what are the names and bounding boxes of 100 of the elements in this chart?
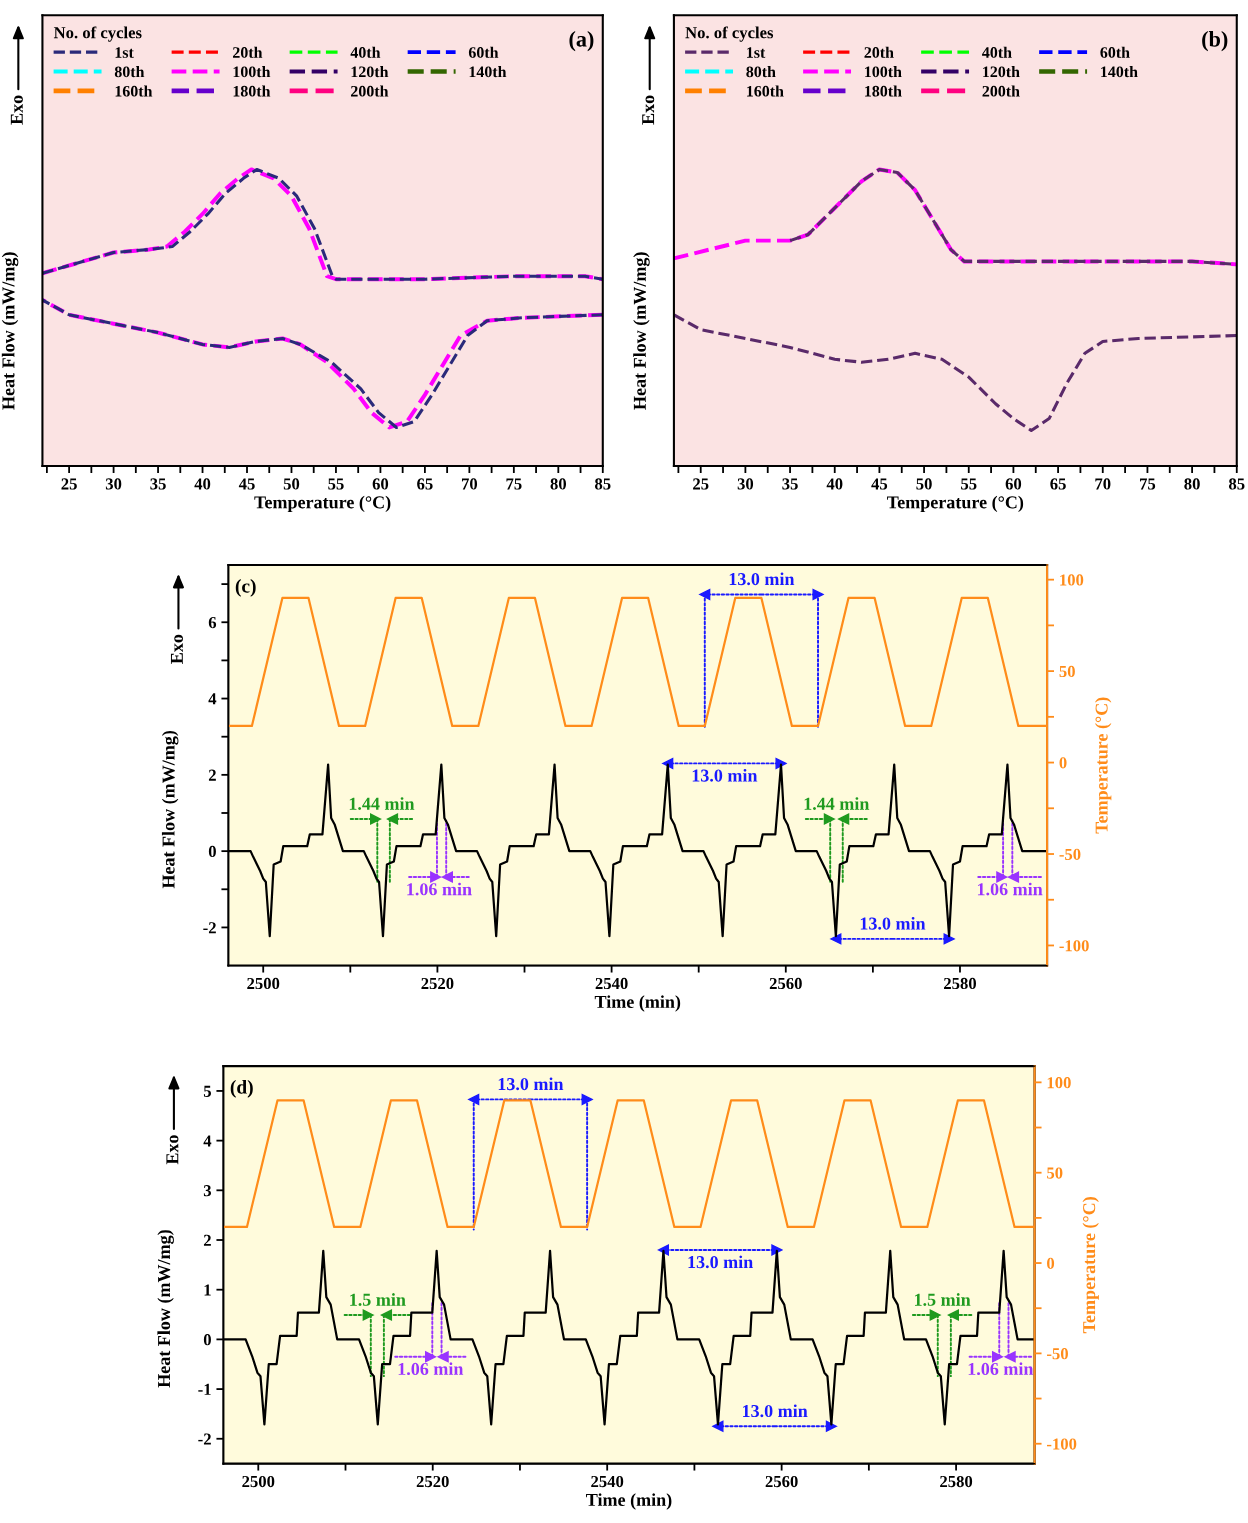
x-tick-label: 80 [550, 478, 567, 490]
annotation: (c) [235, 579, 256, 597]
x-tick-label: 40 [826, 478, 843, 490]
y2-tick-label: -100 [1059, 940, 1089, 952]
x-tick-label: 2500 [242, 1475, 275, 1488]
y-tick-label: 4 [203, 1135, 212, 1147]
series-label: 13.0 min [729, 572, 795, 586]
legend-label: 160th [115, 85, 153, 97]
legend-label: 80th [114, 66, 145, 78]
point [437, 1351, 449, 1363]
x-tick-label: 70 [1095, 478, 1111, 490]
y2-tick-label: 50 [1059, 665, 1075, 678]
point [387, 813, 399, 825]
legend-label: 60th [1100, 46, 1130, 58]
x-tick-label: 30 [105, 478, 122, 490]
legend-title: No. of cycles [685, 26, 774, 42]
series-label: 1.5 min [350, 1293, 406, 1306]
point [370, 813, 382, 825]
y-tick-label: -2 [198, 1433, 211, 1445]
point [825, 1420, 837, 1432]
x-tick-label: 80 [1184, 478, 1200, 490]
x-tick-label: 35 [782, 478, 798, 490]
point [947, 1309, 960, 1321]
x-axis-title: Time (min) [586, 1493, 672, 1510]
x-tick-label: 2500 [247, 977, 280, 990]
x-tick-label: 25 [61, 478, 77, 490]
y2-tick-label: 0 [1059, 757, 1067, 769]
legend-label: 160th [747, 85, 784, 97]
x-tick-label: 25 [693, 478, 709, 490]
x-axis-title: Time (min) [594, 995, 681, 1012]
point [362, 1309, 374, 1321]
x-tick-label: 2580 [940, 1475, 973, 1488]
legend-label: 40th [350, 46, 381, 58]
legend-label: 60th [468, 46, 499, 58]
legend-label: 180th [865, 85, 902, 97]
text: Exo [10, 95, 23, 125]
legend-label: 180th [233, 85, 271, 97]
x-tick-label: 60 [372, 478, 389, 490]
point [996, 871, 1008, 883]
y2-tick-label: 100 [1060, 574, 1084, 586]
y-tick-label: 0 [203, 1334, 211, 1346]
y-axis-title: Heat Flow (mW/mg) [161, 730, 179, 889]
point [712, 1420, 724, 1432]
y2-tick-label: 0 [1047, 1257, 1055, 1269]
series-label: 1.5 min [914, 1293, 971, 1306]
legend-label: 200th [351, 85, 389, 97]
x-tick-label: 2580 [944, 977, 977, 990]
series-label: 13.0 min [692, 768, 758, 782]
legend-label: 200th [982, 85, 1020, 97]
series-label: 13.0 min [498, 1077, 564, 1091]
series-label: 13.0 min [743, 1404, 808, 1418]
point [430, 871, 442, 883]
legend-label: 140th [1101, 66, 1138, 78]
y-tick-label: -2 [203, 922, 216, 934]
point [771, 1244, 783, 1256]
y2-tick-label: -100 [1047, 1438, 1077, 1450]
x-tick-label: 50 [283, 478, 300, 490]
x-tick-label: 2540 [595, 977, 628, 990]
legend-label: 100th [865, 66, 902, 78]
x-tick-label: 75 [506, 478, 522, 490]
y-axis-title: Heat Flow (mW/mg) [1, 252, 19, 410]
y-tick-label: 1 [204, 1284, 211, 1296]
legend-label: 1st [115, 47, 134, 58]
y2-tick-label: -50 [1059, 848, 1081, 860]
legend-title: No. of cycles [53, 26, 142, 42]
point [468, 1093, 480, 1105]
y2-tick-label: 100 [1047, 1077, 1071, 1089]
y-tick-label: 3 [203, 1185, 212, 1197]
x-tick-label: 2520 [416, 1475, 449, 1488]
x-tick-label: 70 [461, 478, 478, 490]
legend-label: 40th [982, 46, 1012, 58]
y-tick-label: 2 [203, 1234, 211, 1246]
point [441, 871, 453, 883]
legend-label: 140th [469, 66, 507, 78]
legend-label: 80th [746, 66, 776, 78]
point [830, 933, 842, 945]
series-label: 1.06 min [407, 882, 472, 896]
y2-tick-label: -50 [1047, 1348, 1068, 1360]
series-label: 1.44 min [804, 797, 870, 810]
x-tick-label: 2540 [591, 1475, 624, 1488]
y2-axis-title: Temperature (°C) [1082, 1197, 1099, 1334]
annotation: (d) [230, 1080, 253, 1098]
x-tick-label: 85 [1228, 478, 1245, 490]
y-tick-label: -1 [198, 1383, 211, 1395]
point [838, 813, 850, 825]
point [823, 813, 835, 825]
x-tick-label: 50 [916, 478, 932, 490]
text: (b) [1202, 31, 1228, 52]
legend-label: 120th [983, 66, 1020, 78]
point [812, 588, 824, 600]
point [581, 1093, 593, 1105]
text: Exo [170, 634, 183, 664]
x-axis-title: Temperature (°C) [254, 495, 391, 513]
series-label: 13.0 min [860, 916, 926, 930]
series-label: 1.06 min [398, 1362, 464, 1376]
y-tick-label: 2 [208, 769, 216, 781]
y-tick-label: 6 [208, 617, 217, 629]
x-tick-label: 65 [1050, 478, 1066, 490]
x-tick-label: 40 [194, 478, 211, 490]
y2-axis-title: Temperature (°C) [1094, 697, 1112, 834]
